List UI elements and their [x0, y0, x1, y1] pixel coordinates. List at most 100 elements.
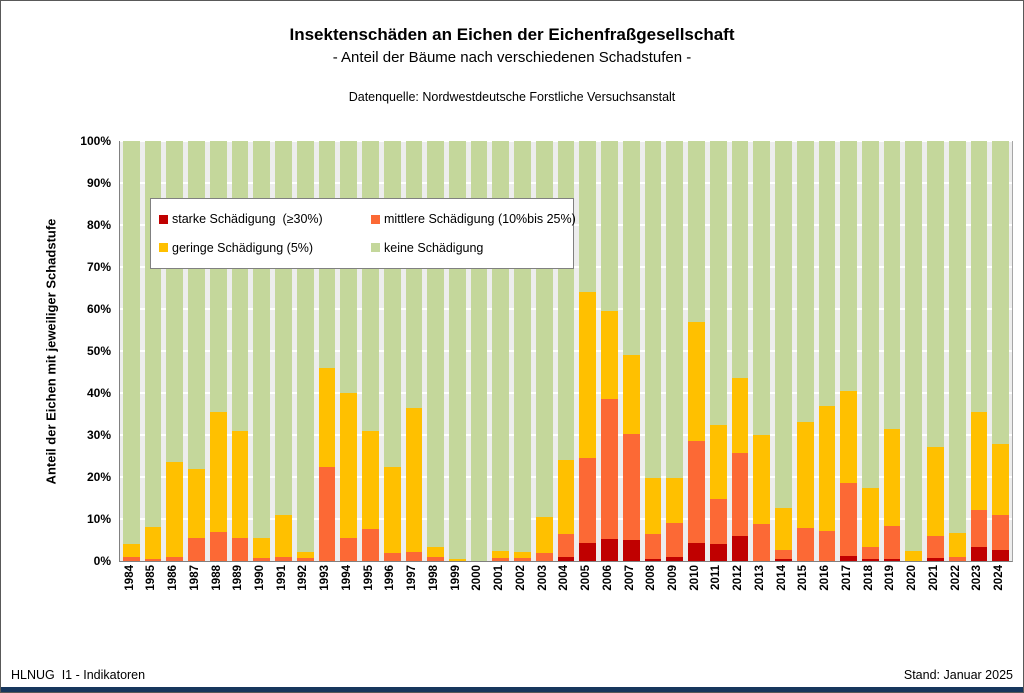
bar-segment: [405, 141, 423, 408]
legend-label: starke Schädigung (≥30%): [172, 212, 323, 227]
y-tick-label: 50%: [86, 344, 111, 358]
bar-segment: [427, 546, 445, 557]
x-tick-label: 2013: [753, 565, 766, 591]
bar-2012: [731, 141, 749, 561]
bar-segment: [579, 543, 597, 561]
bar-segment: [601, 311, 618, 400]
bar-segment: [253, 558, 271, 561]
bar-segment: [622, 434, 640, 541]
plot-area: starke Schädigung (≥30%) mittlere Schädig…: [119, 140, 1013, 562]
bar-segment: [209, 411, 227, 532]
bar-segment: [883, 526, 901, 559]
x-tick-label: 2010: [688, 565, 701, 591]
bar-segment: [166, 141, 184, 463]
bar-segment: [514, 558, 531, 561]
x-tick-label: 2001: [493, 565, 506, 591]
bar-segment: [362, 141, 379, 431]
bar-segment: [927, 536, 944, 559]
bar-segment: [753, 524, 771, 561]
bar-2007: [622, 141, 640, 561]
bar-segment: [340, 393, 358, 538]
y-tick-label: 0%: [93, 554, 111, 568]
x-tick-label: 1985: [145, 565, 158, 591]
bar-segment: [557, 460, 575, 534]
y-tick-label: 60%: [86, 302, 111, 316]
x-tick-label: 2024: [992, 565, 1005, 591]
bar-segment: [927, 447, 944, 537]
bar-segment: [231, 537, 249, 561]
x-tick-label: 1994: [340, 565, 353, 591]
bar-segment: [666, 556, 684, 561]
bar-segment: [253, 537, 271, 559]
x-tick-label: 2014: [775, 565, 788, 591]
bar-2024: [992, 141, 1010, 561]
x-tick-label: 2008: [645, 565, 658, 591]
bar-segment: [275, 514, 292, 557]
bar-segment: [340, 537, 358, 561]
bar-segment: [644, 533, 662, 559]
bar-segment: [362, 528, 379, 561]
x-tick-label: 2017: [840, 565, 853, 591]
x-tick-label: 1987: [188, 565, 201, 591]
bar-segment: [318, 367, 336, 467]
bar-segment: [775, 549, 792, 559]
bar-segment: [948, 532, 966, 557]
bar-segment: [557, 533, 575, 557]
y-axis-ticks: 0% 10% 20% 30% 40% 50% 60% 70% 80% 90% 100%: [1, 134, 111, 568]
bar-segment: [666, 477, 684, 524]
bar-segment: [209, 141, 227, 412]
bar-segment: [557, 556, 575, 561]
bar-segment: [883, 429, 901, 527]
bar-segment: [622, 355, 640, 435]
x-tick-label: 2022: [949, 565, 962, 591]
bar-segment: [318, 466, 336, 561]
bar-segment: [449, 558, 466, 561]
bar-segment: [579, 292, 597, 459]
bar-segment: [992, 515, 1010, 550]
bar-segment: [383, 141, 401, 467]
bar-segment: [383, 466, 401, 553]
bar-segment: [601, 141, 618, 312]
bar-segment: [231, 141, 249, 431]
bar-segment: [753, 435, 771, 525]
legend-swatch-icon: [371, 243, 380, 253]
bar-segment: [796, 422, 814, 528]
x-tick-label: 2007: [623, 565, 636, 591]
bar-segment: [731, 141, 749, 379]
x-tick-label: 2005: [580, 565, 593, 591]
bar-segment: [688, 543, 705, 561]
bar-segment: [362, 430, 379, 529]
bar-segment: [188, 468, 205, 538]
x-tick-label: 1991: [275, 565, 288, 591]
y-tick-label: 80%: [86, 218, 111, 232]
x-tick-label: 2016: [819, 565, 832, 591]
bar-segment: [775, 141, 792, 508]
bar-segment: [970, 509, 988, 547]
bar-segment: [688, 321, 705, 441]
bar-segment: [992, 549, 1010, 561]
bar-2018: [861, 141, 879, 561]
bar-2023: [970, 141, 988, 561]
bar-segment: [731, 536, 749, 561]
x-tick-label: 2023: [971, 565, 984, 591]
x-axis-ticks: 1984 1985 1986 1987 1988 1989 1990 1991 1992 1993…: [119, 565, 1011, 613]
bar-segment: [405, 552, 423, 561]
bar-segment: [296, 551, 314, 559]
x-tick-label: 2006: [601, 565, 614, 591]
x-tick-label: 1984: [123, 565, 136, 591]
legend-item: starke Schädigung (≥30%): [159, 212, 371, 226]
bar-1984: [123, 141, 140, 561]
bar-segment: [775, 507, 792, 550]
bar-segment: [753, 141, 771, 436]
x-tick-label: 1988: [210, 565, 223, 591]
page-title: Insektenschäden an Eichen der Eichenfraß…: [289, 25, 735, 44]
bar-segment: [840, 483, 857, 556]
x-tick-label: 2012: [732, 565, 745, 591]
legend-swatch-icon: [371, 214, 380, 224]
bar-segment: [948, 556, 966, 561]
bar-segment: [644, 477, 662, 534]
bar-segment: [796, 141, 814, 423]
bar-2013: [753, 141, 771, 561]
bar-2021: [927, 141, 944, 561]
